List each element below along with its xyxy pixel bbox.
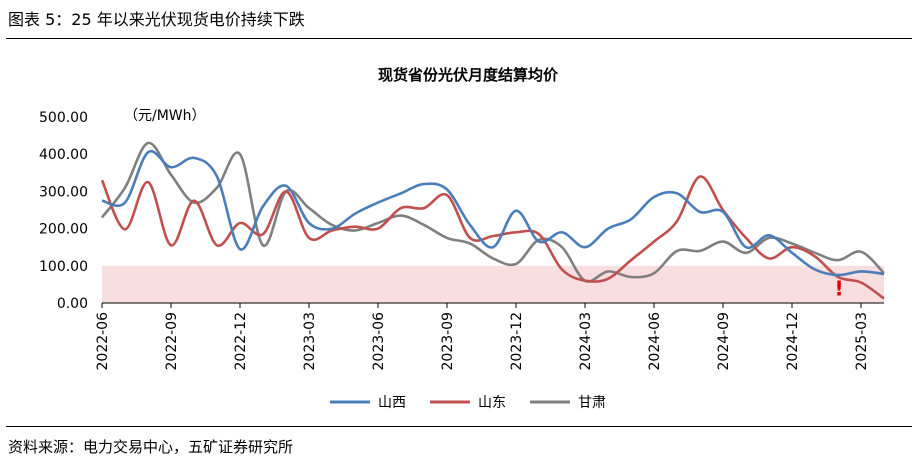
y-tick-label: 300.00 <box>39 184 88 200</box>
low-price-band <box>102 265 884 303</box>
x-tick-label: 2024-03 <box>578 312 594 371</box>
legend-label: 山东 <box>478 395 506 411</box>
series-line-shanxi <box>101 149 885 277</box>
warning-mark: ! <box>834 276 843 300</box>
chart-title: 现货省份光伏月度结算均价 <box>378 66 559 84</box>
y-tick-label: 200.00 <box>39 222 88 238</box>
x-tick-label: 2022-09 <box>164 312 180 371</box>
x-tick-label: 2024-06 <box>647 312 663 371</box>
x-tick-label: 2022-12 <box>233 312 249 371</box>
y-tick-label: 100.00 <box>39 259 88 275</box>
series-line-gansu <box>100 141 885 283</box>
bottom-rule <box>6 426 912 427</box>
plot-area: 0.00 100.00 200.00 300.00 400.00 500.00 2022-0… <box>39 110 885 371</box>
x-tick-label: 2025-03 <box>854 312 870 371</box>
legend-label: 甘肃 <box>578 395 606 411</box>
legend-label: 山西 <box>378 395 406 411</box>
x-tick-label: 2024-09 <box>716 312 732 371</box>
unit-label: （元/MWh） <box>124 108 206 124</box>
y-tick-label: 400.00 <box>39 147 88 163</box>
top-rule <box>6 38 912 39</box>
y-tick-label: 500.00 <box>39 110 88 126</box>
legend: 山西 山东 甘肃 <box>330 395 606 411</box>
figure-caption: 图表 5：25 年以来光伏现货电价持续下跌 <box>8 10 305 29</box>
x-tick-label: 2023-03 <box>302 312 318 371</box>
x-tick-label: 2023-09 <box>440 312 456 371</box>
series-line-shandong <box>100 175 885 300</box>
x-tick-label: 2023-06 <box>371 312 387 371</box>
x-tick-label: 2024-12 <box>785 312 801 371</box>
price-line-chart: 现货省份光伏月度结算均价 （元/MWh） 0.00 100.00 200.00 300… <box>39 66 885 411</box>
x-tick-label: 2023-12 <box>509 312 525 371</box>
source-note: 资料来源：电力交易中心，五矿证券研究所 <box>8 438 294 456</box>
y-tick-label: 0.00 <box>57 296 88 312</box>
x-tick-label: 2022-06 <box>95 312 111 371</box>
